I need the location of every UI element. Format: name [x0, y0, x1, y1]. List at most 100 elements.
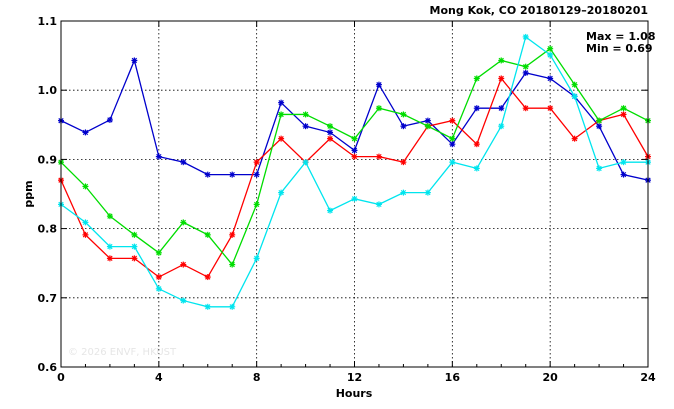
data-point: [498, 75, 505, 82]
grid-layer: [61, 21, 648, 367]
data-point: [400, 159, 407, 166]
data-point: [424, 117, 431, 124]
data-point: [547, 45, 554, 52]
data-point: [204, 303, 211, 310]
data-point: [473, 141, 480, 148]
data-point: [82, 129, 89, 136]
data-point: [620, 159, 627, 166]
data-point: [180, 261, 187, 268]
y-tick-label: 1.1: [38, 15, 58, 28]
data-point: [278, 99, 285, 106]
data-point: [229, 303, 236, 310]
data-point: [229, 231, 236, 238]
data-point: [375, 81, 382, 88]
data-point: [596, 165, 603, 172]
series-layer: [58, 33, 651, 310]
data-point: [204, 231, 211, 238]
data-point: [620, 111, 627, 118]
data-point: [204, 171, 211, 178]
data-point: [449, 159, 456, 166]
data-point: [547, 51, 554, 58]
data-point: [473, 75, 480, 82]
x-tick-label: 20: [543, 371, 559, 384]
max-annotation: Max = 1.08: [586, 30, 655, 43]
data-point: [82, 231, 89, 238]
data-point: [596, 123, 603, 130]
data-point: [449, 141, 456, 148]
data-point: [351, 147, 358, 154]
data-point: [327, 135, 334, 142]
y-axis-label: ppm: [22, 180, 35, 207]
data-point: [278, 111, 285, 118]
series-1: [58, 57, 651, 184]
y-tick-label: 0.6: [38, 361, 58, 374]
data-point: [522, 33, 529, 40]
data-point: [327, 207, 334, 214]
data-point: [253, 201, 260, 208]
series-4: [58, 33, 651, 310]
data-point: [155, 249, 162, 256]
data-point: [571, 135, 578, 142]
data-point: [180, 159, 187, 166]
data-point: [327, 129, 334, 136]
series-3: [58, 45, 651, 268]
watermark: © 2026 ENVF, HKUST: [68, 347, 177, 358]
data-point: [106, 255, 113, 262]
chart-title: Mong Kok, CO 20180129–20180201: [430, 4, 648, 17]
data-point: [327, 123, 334, 130]
data-point: [498, 123, 505, 130]
data-point: [620, 105, 627, 112]
data-point: [449, 117, 456, 124]
data-point: [155, 274, 162, 281]
y-tick-label: 0.7: [38, 292, 58, 305]
data-point: [180, 219, 187, 226]
data-point: [302, 159, 309, 166]
data-point: [302, 123, 309, 130]
data-point: [522, 69, 529, 76]
data-point: [82, 219, 89, 226]
tick-layer: 0 4 8 12 16 20 24 0.6 0.7 0.8 0.9 1.0 1.1: [38, 15, 656, 384]
x-tick-label: 16: [445, 371, 461, 384]
data-point: [106, 116, 113, 123]
data-point: [473, 165, 480, 172]
x-tick-label: 24: [640, 371, 656, 384]
y-tick-label: 1.0: [38, 84, 58, 97]
data-point: [106, 213, 113, 220]
data-point: [204, 274, 211, 281]
data-point: [424, 123, 431, 130]
data-point: [155, 285, 162, 292]
x-tick-label: 12: [347, 371, 362, 384]
data-point: [180, 297, 187, 304]
data-point: [424, 189, 431, 196]
data-point: [473, 105, 480, 112]
y-tick-label: 0.9: [38, 153, 58, 166]
data-point: [253, 159, 260, 166]
data-point: [620, 171, 627, 178]
data-point: [253, 255, 260, 262]
data-point: [351, 153, 358, 160]
data-point: [375, 153, 382, 160]
data-point: [400, 111, 407, 118]
x-axis-label: Hours: [336, 387, 373, 400]
data-point: [155, 153, 162, 160]
x-tick-label: 4: [155, 371, 163, 384]
data-point: [571, 93, 578, 100]
data-point: [522, 63, 529, 70]
data-point: [547, 105, 554, 112]
x-tick-label: 8: [253, 371, 261, 384]
data-point: [375, 201, 382, 208]
data-point: [522, 105, 529, 112]
data-point: [278, 189, 285, 196]
data-point: [400, 123, 407, 130]
data-point: [82, 183, 89, 190]
data-point: [131, 231, 138, 238]
data-point: [131, 57, 138, 64]
data-point: [351, 195, 358, 202]
data-point: [571, 81, 578, 88]
data-point: [106, 243, 113, 250]
data-point: [596, 117, 603, 124]
data-point: [302, 111, 309, 118]
data-point: [498, 57, 505, 64]
data-point: [278, 135, 285, 142]
